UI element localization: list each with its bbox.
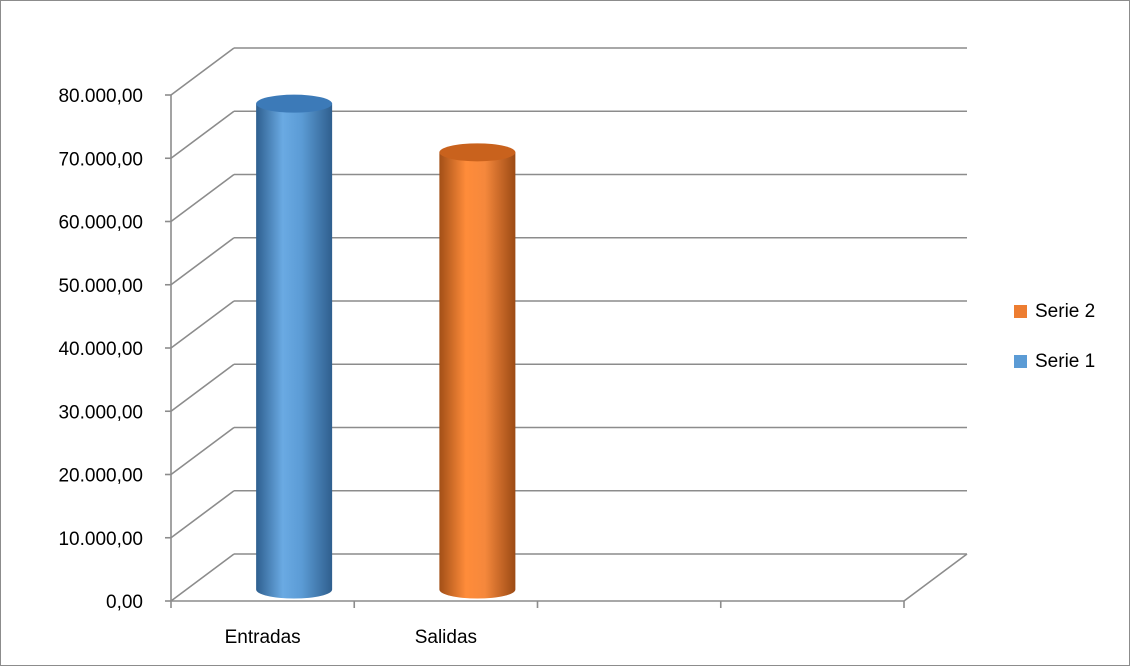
bar-body [439,152,516,599]
side-gridline [170,173,235,223]
y-tick-label: 20.000,00 [58,466,143,487]
x-tick-label: Entradas [225,627,301,648]
y-tick-label: 40.000,00 [58,339,143,360]
legend: Serie 2 Serie 1 [1014,301,1095,372]
bar-serie-2 [439,143,516,599]
y-tick-label: 80.000,00 [58,86,143,107]
side-gridline [170,110,235,159]
side-gridline [170,47,235,96]
axes [165,94,968,608]
x-axis-ticks: Entradas Salidas [225,627,477,648]
side-gridline [170,300,235,349]
legend-label: Serie 1 [1035,351,1095,372]
side-gridline [170,363,235,412]
y-tick-label: 60.000,00 [58,213,143,234]
bar-body [256,103,333,599]
side-gridline [170,553,235,602]
gridlines [170,47,967,602]
legend-label: Serie 2 [1035,301,1095,322]
y-tick-label: 0,00 [106,592,143,613]
x-tick-label: Salidas [415,627,477,648]
bar-top [256,94,333,113]
y-tick-label: 50.000,00 [58,276,143,297]
side-gridline [170,490,235,539]
legend-swatch [1014,355,1027,368]
y-tick-label: 10.000,00 [58,529,143,550]
bars [256,94,516,599]
bar-top [439,143,516,162]
y-tick-label: 30.000,00 [58,402,143,423]
side-gridline [170,426,235,476]
floor-edge [903,553,968,602]
side-gridline [170,237,235,286]
bar-serie-1 [256,94,333,599]
y-tick-label: 70.000,00 [58,149,143,170]
legend-swatch [1014,305,1027,318]
y-axis-ticks: 0,00 10.000,00 20.000,00 30.000,00 40.000,00… [58,86,143,613]
